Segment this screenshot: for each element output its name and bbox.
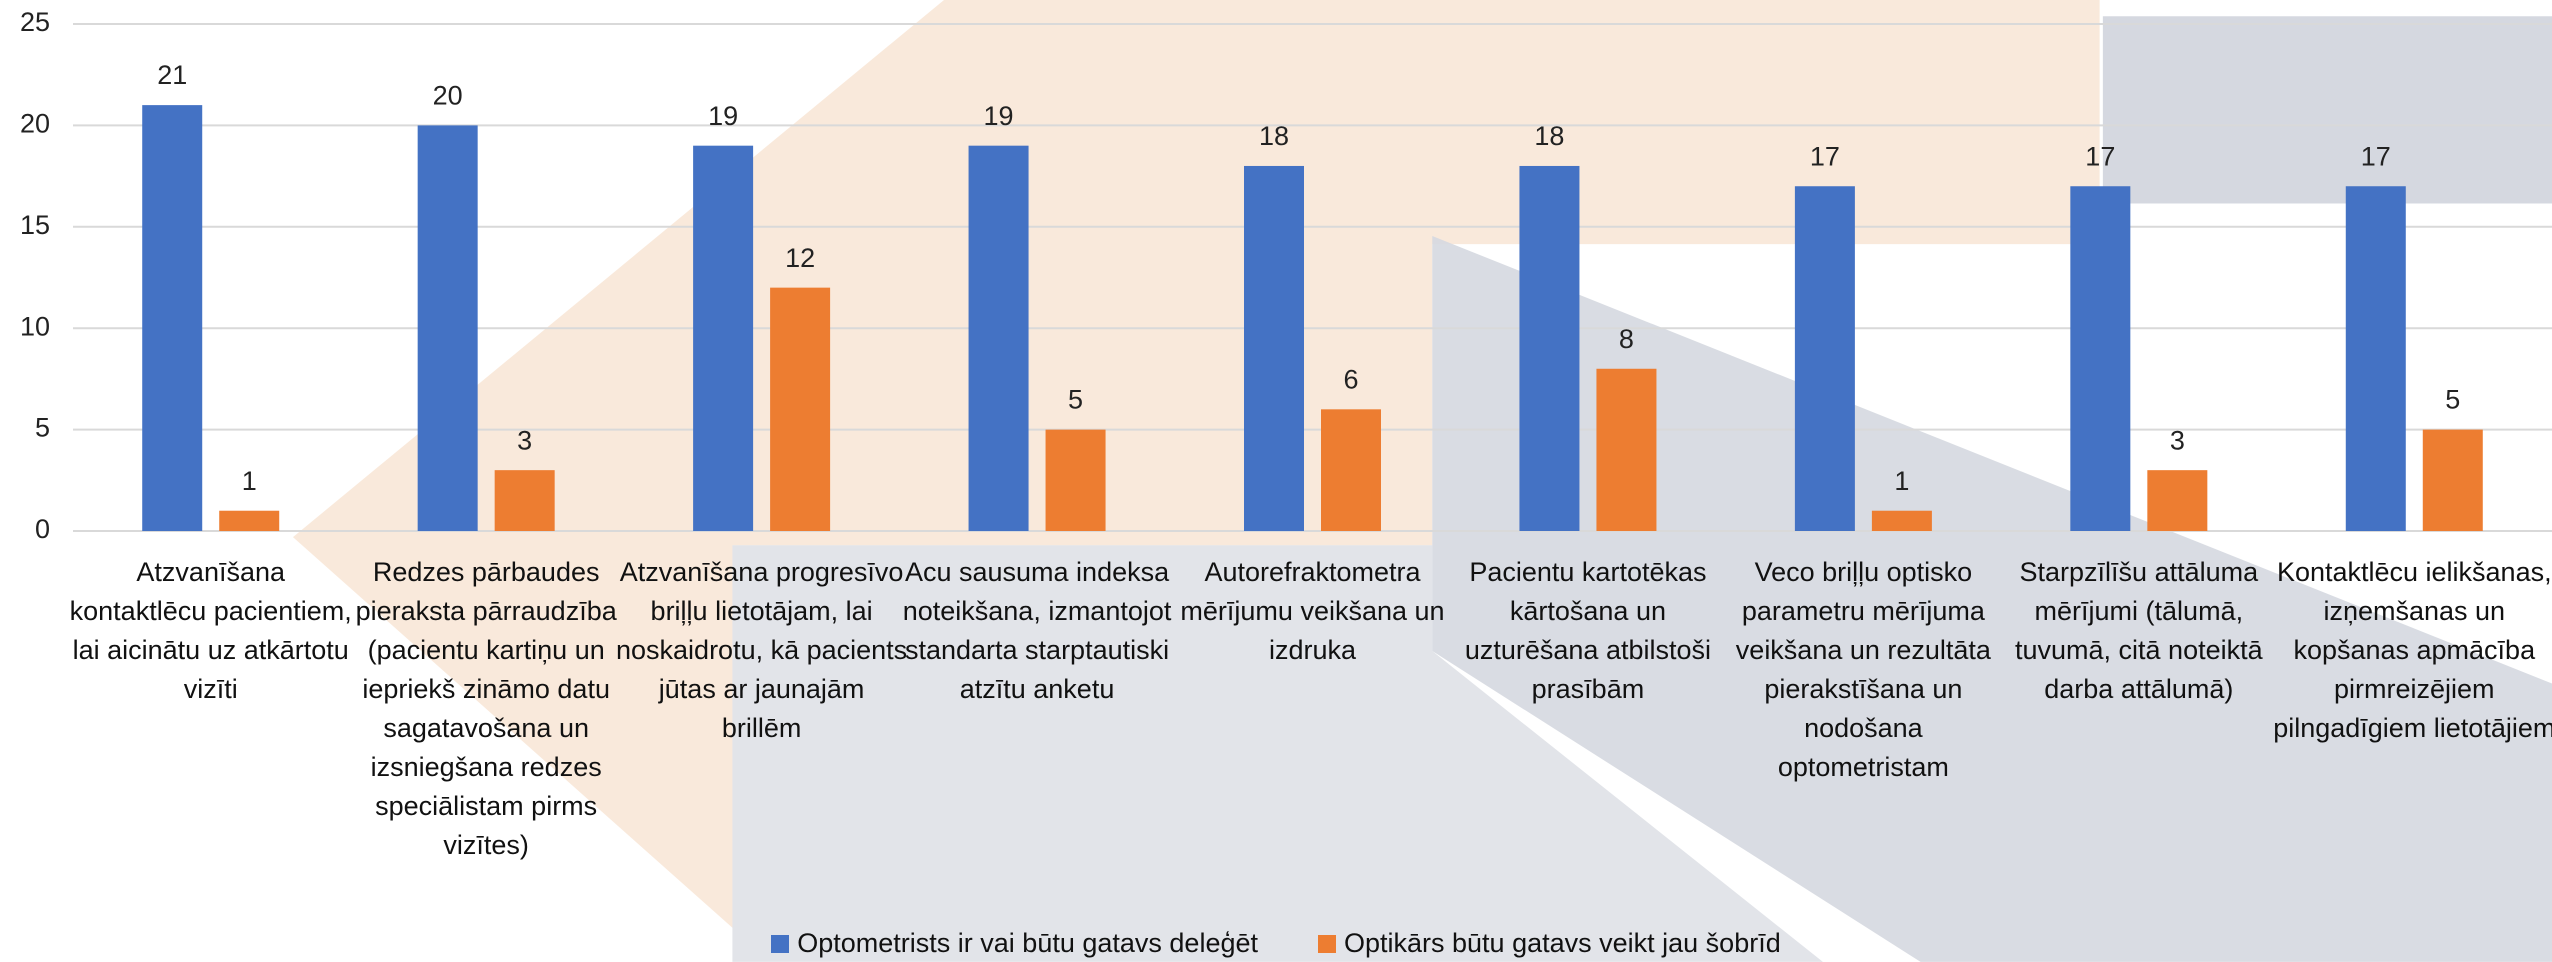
value-label: 1 — [1894, 466, 1909, 496]
value-label: 18 — [1534, 121, 1564, 151]
x-tick-label: Pacientu kartotēkas kārtošana un uzturēš… — [1442, 553, 1733, 709]
legend: Optometrists ir vai būtu gatavs deleģēt O… — [0, 928, 2552, 959]
bar — [1321, 409, 1381, 531]
value-label: 20 — [433, 81, 463, 111]
bar — [2346, 186, 2406, 531]
bar — [693, 146, 753, 531]
y-tick-label: 10 — [20, 311, 50, 341]
value-label: 12 — [785, 243, 815, 273]
bar — [1244, 166, 1304, 531]
value-label: 6 — [1343, 364, 1358, 394]
y-tick-label: 15 — [20, 210, 50, 240]
chart: 0 5 10 15 20 25 21 1 20 3 19 12 19 5 18 6 18 8 17 1 17 3 17 5 A… — [0, 0, 2552, 962]
value-label: 19 — [984, 101, 1014, 131]
bar — [495, 470, 555, 531]
bar — [219, 511, 279, 531]
legend-label: Optometrists ir vai būtu gatavs deleģēt — [797, 928, 1258, 959]
y-tick-label: 20 — [20, 109, 50, 139]
value-label: 18 — [1259, 121, 1289, 151]
value-label: 5 — [1068, 385, 1083, 415]
value-label: 3 — [517, 425, 532, 455]
bar — [2070, 186, 2130, 531]
bar — [1596, 369, 1656, 531]
bar — [1519, 166, 1579, 531]
x-tick-label: Autorefraktometra mērījumu veikšana un i… — [1167, 553, 1458, 670]
x-tick-label: Kontaktlēcu ielikšanas, izņemšanas un ko… — [2269, 553, 2552, 748]
value-label: 5 — [2445, 385, 2460, 415]
value-label: 3 — [2170, 425, 2185, 455]
bar — [1046, 430, 1106, 531]
value-label: 19 — [708, 101, 738, 131]
bar — [2147, 470, 2207, 531]
bar — [969, 146, 1029, 531]
value-label: 1 — [242, 466, 257, 496]
bar — [418, 125, 478, 531]
bar — [770, 288, 830, 531]
value-label: 17 — [2361, 141, 2391, 171]
value-label: 21 — [157, 60, 187, 90]
y-tick-label: 25 — [20, 7, 50, 37]
legend-item: Optometrists ir vai būtu gatavs deleģēt — [771, 928, 1258, 959]
legend-swatch — [1318, 935, 1336, 953]
x-tick-label: Veco briļļu optisko parametru mērījuma v… — [1718, 553, 2009, 787]
x-tick-label: Redzes pārbaudes pieraksta pārraudzība (… — [340, 553, 631, 865]
x-tick-label: Atzvanīšana kontaktlēcu pacientiem, lai … — [65, 553, 356, 709]
bar — [1795, 186, 1855, 531]
x-tick-label: Acu sausuma indeksa noteikšana, izmantoj… — [891, 553, 1182, 709]
x-tick-label: Atzvanīšana progresīvo briļļu lietotājam… — [616, 553, 907, 748]
x-tick-label: Starpzīlīšu attāluma mērījumi (tālumā, t… — [1993, 553, 2284, 709]
y-tick-label: 5 — [35, 413, 50, 443]
bar — [2423, 430, 2483, 531]
value-label: 17 — [1810, 141, 1840, 171]
value-label: 17 — [2085, 141, 2115, 171]
y-tick-label: 0 — [35, 514, 50, 544]
bar — [1872, 511, 1932, 531]
legend-item: Optikārs būtu gatavs veikt jau šobrīd — [1318, 928, 1781, 959]
value-label: 8 — [1619, 324, 1634, 354]
legend-swatch — [771, 935, 789, 953]
bar — [142, 105, 202, 531]
legend-label: Optikārs būtu gatavs veikt jau šobrīd — [1344, 928, 1781, 959]
